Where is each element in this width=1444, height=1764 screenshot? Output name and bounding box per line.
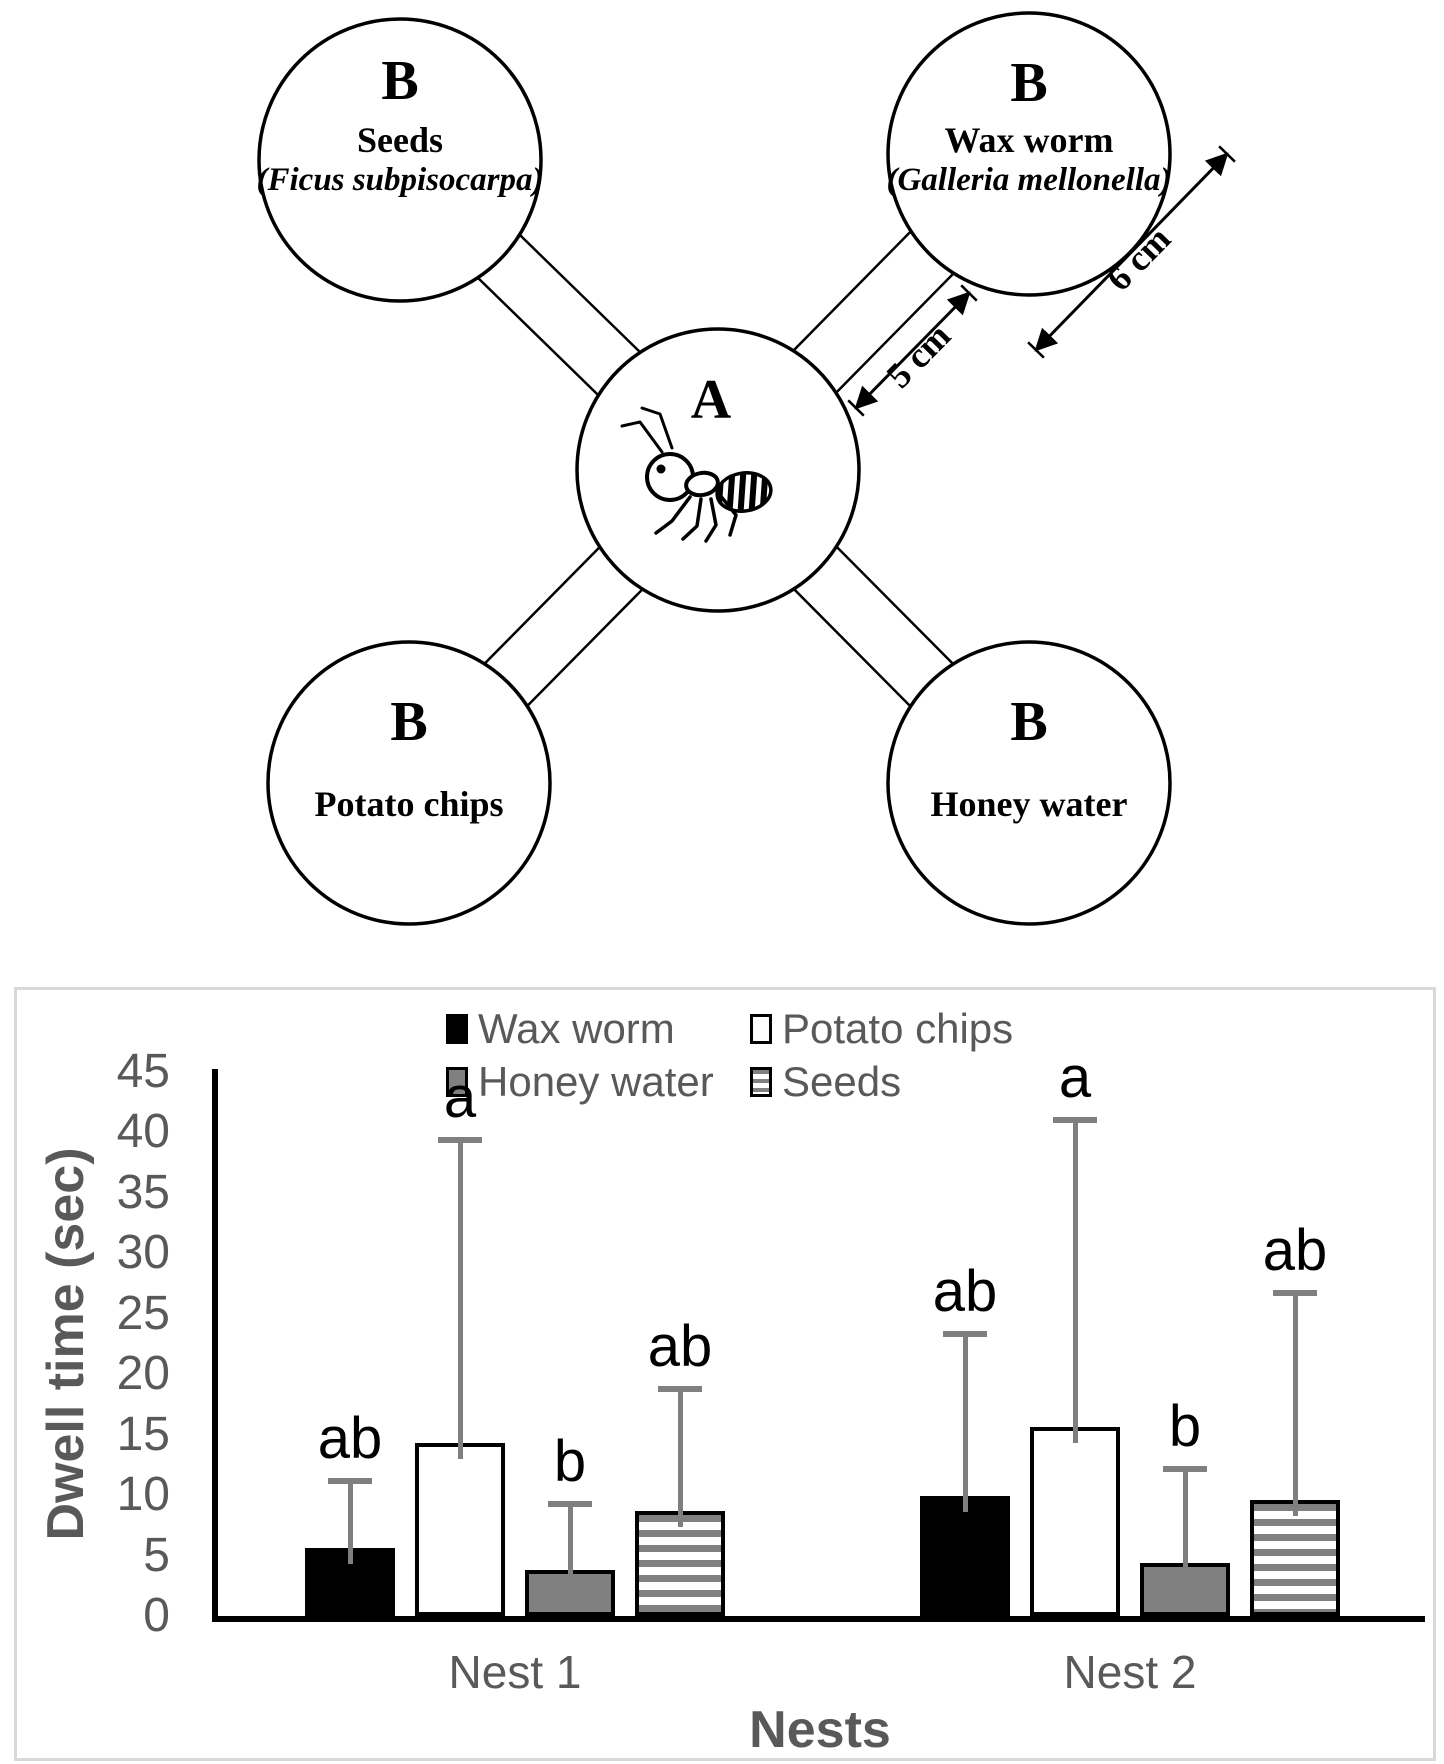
legend-item-seeds: Seeds bbox=[750, 1058, 901, 1106]
y-tick-15: 15 bbox=[116, 1407, 170, 1461]
error-bar-wax-worm-nest-2 bbox=[962, 1334, 968, 1513]
legend-swatch-wax-worm-icon bbox=[446, 1014, 468, 1044]
error-bar-potato-chips-nest-1 bbox=[457, 1139, 463, 1460]
legend-item-honey-water: Honey water bbox=[446, 1058, 714, 1106]
legend-label-seeds: Seeds bbox=[782, 1058, 902, 1105]
station-circle-potato-chips bbox=[266, 640, 552, 926]
y-tick-45: 45 bbox=[116, 1044, 170, 1098]
y-tick-20: 20 bbox=[116, 1347, 170, 1401]
y-tick-30: 30 bbox=[116, 1226, 170, 1280]
sig-letter-honey-water-nest-2: b bbox=[1168, 1393, 1202, 1459]
legend-swatch-honey-water-icon bbox=[446, 1067, 468, 1097]
category-label-nest-2: Nest 2 bbox=[1063, 1646, 1197, 1698]
bar-seeds-nest-2 bbox=[1250, 1499, 1340, 1616]
error-bar-potato-chips-nest-2 bbox=[1072, 1120, 1078, 1444]
error-cap-wax-worm-nest-2 bbox=[943, 1331, 987, 1338]
legend-label-wax-worm: Wax worm bbox=[478, 1005, 675, 1052]
bar-seeds-nest-1 bbox=[635, 1510, 725, 1616]
y-tick-40: 40 bbox=[116, 1105, 170, 1159]
y-axis-line bbox=[212, 1069, 218, 1622]
wax-worm-circle-species: (Galleria mellonella) bbox=[886, 162, 1171, 198]
legend-item-wax-worm: Wax worm bbox=[446, 1005, 675, 1053]
seeds-circle-species: (Ficus subpisocarpa) bbox=[257, 162, 544, 198]
sig-letter-wax-worm-nest-1: ab bbox=[317, 1405, 383, 1471]
error-bar-seeds-nest-1 bbox=[677, 1388, 683, 1527]
sig-letter-seeds-nest-2: ab bbox=[1262, 1218, 1328, 1284]
error-bar-honey-water-nest-1 bbox=[567, 1503, 573, 1587]
seeds-circle-name: Seeds bbox=[357, 120, 443, 160]
legend-swatch-seeds-icon bbox=[750, 1067, 772, 1097]
sig-letter-seeds-nest-1: ab bbox=[647, 1313, 713, 1379]
y-tick-0: 0 bbox=[143, 1589, 170, 1642]
error-cap-potato-chips-nest-1 bbox=[438, 1136, 482, 1143]
seeds-circle-letter: B bbox=[381, 50, 418, 112]
y-tick-25: 25 bbox=[116, 1286, 170, 1340]
experiment-setup-diagram: B Seeds (Ficus subpisocarpa) B Wax worm … bbox=[257, 11, 1236, 926]
error-cap-wax-worm-nest-1 bbox=[328, 1477, 372, 1484]
station-circle-seeds bbox=[257, 17, 543, 303]
error-cap-seeds-nest-2 bbox=[1273, 1290, 1317, 1297]
bar-potato-chips-nest-2 bbox=[1030, 1427, 1120, 1616]
y-tick-35: 35 bbox=[116, 1165, 170, 1219]
legend-item-potato-chips: Potato chips bbox=[750, 1005, 1013, 1053]
center-circle-nest bbox=[575, 327, 861, 613]
legend-label-honey-water: Honey water bbox=[478, 1058, 714, 1105]
corridor-length-arrow: 5 cm bbox=[847, 284, 978, 417]
error-bar-honey-water-nest-2 bbox=[1182, 1468, 1188, 1579]
corridor-length-label: 5 cm bbox=[879, 316, 959, 396]
sig-letter-potato-chips-nest-2: a bbox=[1058, 1045, 1092, 1111]
legend-swatch-potato-chips-icon bbox=[750, 1014, 772, 1044]
sig-letter-potato-chips-nest-1: a bbox=[443, 1064, 477, 1130]
error-cap-honey-water-nest-1 bbox=[548, 1500, 592, 1507]
error-bar-wax-worm-nest-1 bbox=[347, 1480, 353, 1565]
ant-icon bbox=[620, 406, 773, 543]
station-circle-honey-water bbox=[886, 640, 1172, 926]
bar-wax-worm-nest-2 bbox=[920, 1496, 1010, 1616]
category-label-nest-1: Nest 1 bbox=[448, 1646, 582, 1698]
potato-chips-circle-name: Potato chips bbox=[315, 784, 504, 824]
potato-chips-circle-letter: B bbox=[390, 691, 427, 753]
y-axis-title: Dwell time (sec) bbox=[37, 1147, 95, 1541]
y-tick-5: 5 bbox=[143, 1528, 170, 1582]
error-bar-seeds-nest-2 bbox=[1292, 1293, 1298, 1516]
x-axis-title: Nests bbox=[749, 1701, 891, 1759]
sig-letter-wax-worm-nest-2: ab bbox=[932, 1259, 998, 1325]
wax-worm-circle-letter: B bbox=[1010, 52, 1047, 114]
sig-letter-honey-water-nest-1: b bbox=[553, 1428, 587, 1494]
chart-panel bbox=[14, 987, 1436, 1761]
x-axis-line bbox=[215, 1616, 1425, 1622]
legend-label-potato-chips: Potato chips bbox=[782, 1005, 1014, 1052]
error-cap-honey-water-nest-2 bbox=[1163, 1465, 1207, 1472]
error-cap-seeds-nest-1 bbox=[658, 1385, 702, 1392]
wax-worm-circle-name: Wax worm bbox=[945, 120, 1114, 160]
honey-water-circle-name: Honey water bbox=[931, 784, 1128, 824]
center-circle-letter: A bbox=[691, 369, 732, 431]
honey-water-circle-letter: B bbox=[1010, 691, 1047, 753]
error-cap-potato-chips-nest-2 bbox=[1053, 1117, 1097, 1124]
y-tick-10: 10 bbox=[116, 1468, 170, 1522]
